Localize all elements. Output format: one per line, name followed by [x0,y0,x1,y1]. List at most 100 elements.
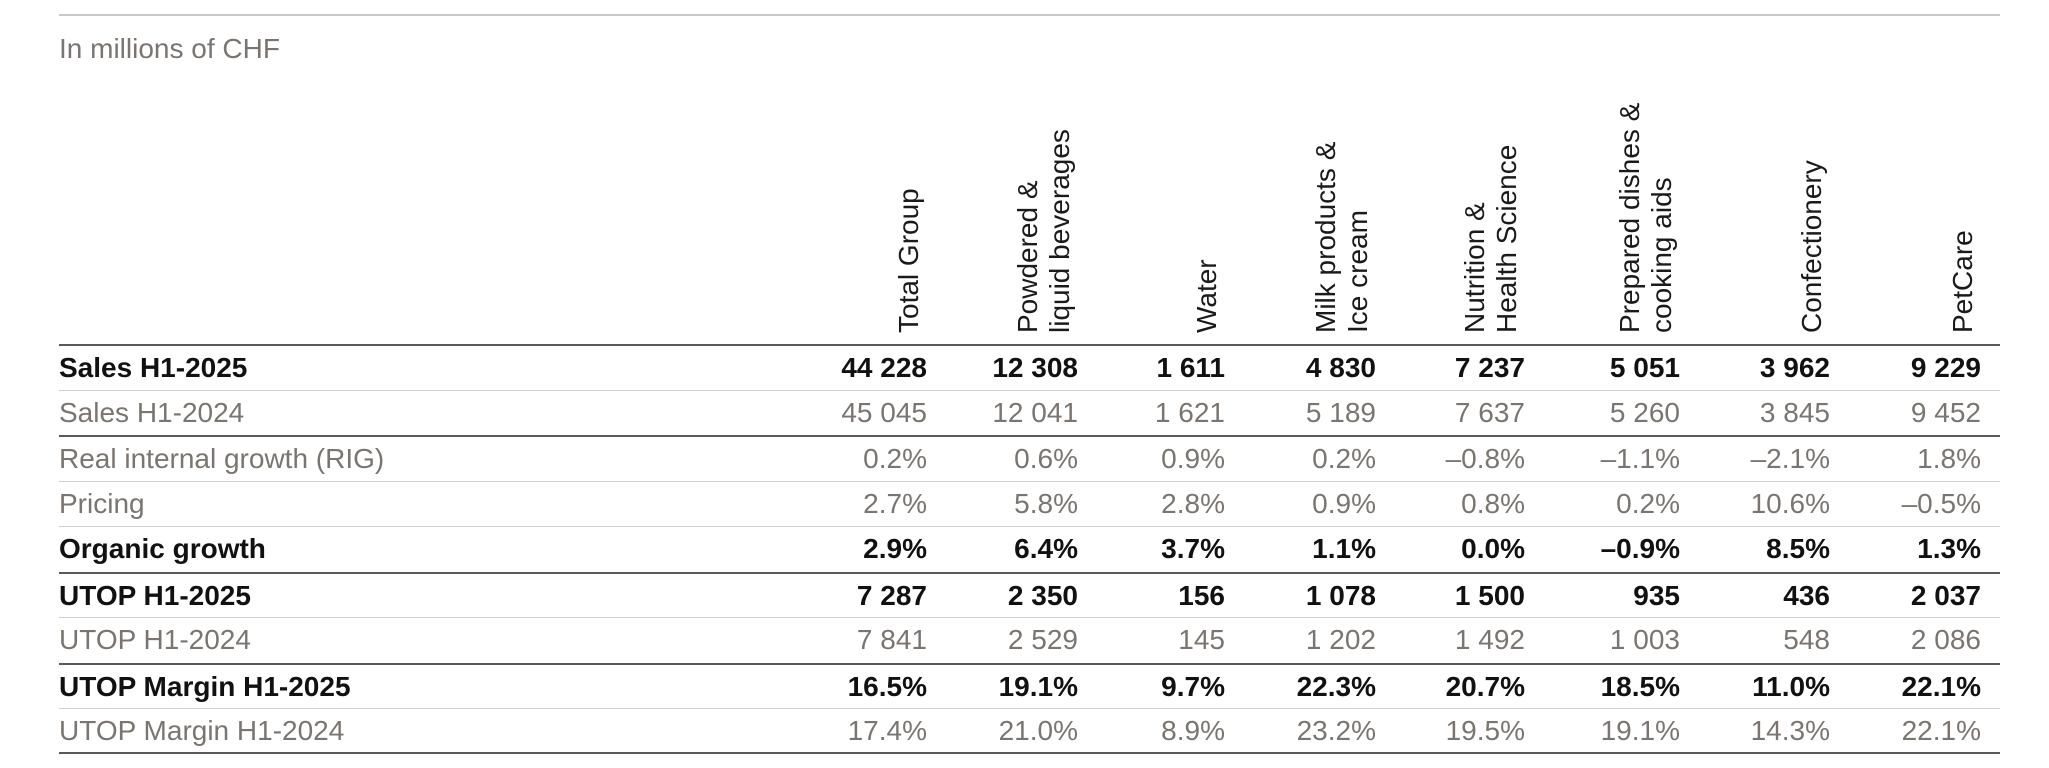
column-header-0-line-0: Total Group [893,188,924,333]
segment-table: Sales H1-2025 44 228 12 308 1 611 4 830 7 237… [59,344,2000,754]
table-cell: 9.7% [1161,670,1225,702]
table-cell: 2.7% [863,487,927,519]
table-cell: 5 260 [1609,396,1680,428]
row-label: Sales H1-2025 [59,352,248,383]
table-cell: 23.2% [1296,715,1376,746]
table-cell: 0.6% [1014,443,1078,474]
table-cell: 21.0% [998,715,1078,746]
table-cell: 0.9% [1312,487,1376,519]
table-cell: 2 086 [1910,624,1981,655]
table-cell: 7 637 [1454,396,1525,428]
row-label: UTOP Margin H1-2025 [59,670,351,702]
table-cell: 2 037 [1910,579,1981,611]
row-label: UTOP H1-2024 [59,624,251,655]
table-cell: 156 [1178,579,1225,611]
table-cell: 5 189 [1305,396,1376,428]
table-cell: 0.2% [1312,443,1376,474]
table-row: Organic growth 2.9% 6.4% 3.7% 1.1% 0.0% –0.9% 8… [59,526,2000,572]
table-cell: 17.4% [847,715,927,746]
table-cell: 9 452 [1910,396,1981,428]
table-cell: 3 962 [1759,352,1830,383]
table-cell: 0.0% [1461,533,1525,564]
table-cell: 22.3% [1296,670,1376,702]
column-header-2-line-0: Water [1191,259,1222,333]
table-cell: 1 078 [1305,579,1376,611]
table-cell: –0.5% [1901,487,1981,519]
table-cell: 22.1% [1901,715,1981,746]
table-cell: 2.8% [1161,487,1225,519]
table-cell: 7 287 [856,579,927,611]
table-cell: 5.8% [1014,487,1078,519]
table-cell: 1 492 [1454,624,1525,655]
table-cell: 4 830 [1305,352,1376,383]
table-cell: 1 003 [1609,624,1680,655]
row-label: Organic growth [59,533,266,564]
table-cell: 20.7% [1445,670,1525,702]
table-cell: 1 611 [1156,352,1225,383]
table-row: UTOP H1-2025 7 287 2 350 156 1 078 1 500 935 43… [59,571,2000,618]
column-header-3-line-0: Milk products & [1310,141,1341,333]
table-row: UTOP Margin H1-2024 17.4% 21.0% 8.9% 23.2% 19… [59,708,2000,754]
table-cell: 145 [1178,624,1225,655]
table-cell: 8.9% [1161,715,1225,746]
row-label: Sales H1-2024 [59,396,245,428]
column-header-7-line-0: PetCare [1947,230,1978,333]
column-header-5-line-1: cooking aids [1646,177,1677,333]
table-row: Real internal growth (RIG) 0.2% 0.6% 0.9% 0.… [59,435,2000,481]
table-cell: –2.1% [1750,443,1830,474]
table-cell: –1.1% [1600,443,1680,474]
table-cell: –0.9% [1600,533,1680,564]
table-cell: 14.3% [1750,715,1830,746]
top-divider [59,14,2000,16]
table-cell: 9 229 [1910,352,1981,383]
row-label: Pricing [59,487,145,519]
table-cell: 19.5% [1445,715,1525,746]
table-cell: 0.2% [1616,487,1680,519]
table-cell: 11.0% [1752,670,1830,702]
table-cell: 12 308 [992,352,1078,383]
row-label: UTOP H1-2025 [59,579,251,611]
table-cell: 1.8% [1917,443,1981,474]
unit-caption: In millions of CHF [59,33,280,64]
table-cell: 8.5% [1766,533,1830,564]
column-header-1-line-1: liquid beverages [1044,129,1075,333]
column-header-5-line-0: Prepared dishes & [1614,102,1645,333]
table-cell: 1.1% [1312,533,1376,564]
table-cell: 3.7% [1161,533,1225,564]
table-cell: 22.1% [1901,670,1981,702]
column-header-6-line-0: Confectionery [1796,160,1827,333]
column-header-4-line-0: Nutrition & [1459,202,1490,333]
table-cell: 2 529 [1007,624,1078,655]
table-cell: 1 621 [1154,396,1225,428]
table-row: Sales H1-2024 45 045 12 041 1 621 5 189 7 637… [59,389,2000,436]
table-cell: 12 041 [992,396,1078,428]
table-cell: 19.1% [998,670,1078,702]
table-cell: 7 237 [1454,352,1525,383]
table-cell: 16.5% [847,670,927,702]
table-cell: 0.8% [1461,487,1525,519]
table-cell: –0.8% [1445,443,1525,474]
table-cell: 3 845 [1759,396,1830,428]
column-header-3-line-1: Ice cream [1342,210,1373,333]
table-cell: 2.9% [863,533,927,564]
table-cell: 44 228 [841,352,927,383]
table-cell: 45 045 [841,396,927,428]
table-cell: 935 [1633,579,1680,611]
row-label: Real internal growth (RIG) [59,443,385,474]
table-cell: 10.6% [1750,487,1830,519]
table-cell: 1.3% [1917,533,1981,564]
table-row: Pricing 2.7% 5.8% 2.8% 0.9% 0.8% 0.2% 10.6% –0.5… [59,480,2000,527]
table-cell: 0.2% [863,443,927,474]
table-cell: 18.5% [1600,670,1680,702]
table-row: UTOP Margin H1-2025 16.5% 19.1% 9.7% 22.3% 20… [59,662,2000,709]
table-cell: 2 350 [1007,579,1078,611]
table-cell: 6.4% [1014,533,1078,564]
table-cell: 436 [1783,579,1830,611]
table-cell: 548 [1783,624,1830,655]
row-label: UTOP Margin H1-2024 [59,715,345,746]
table-cell: 7 841 [856,624,927,655]
column-header-4-line-1: Health Science [1491,144,1522,333]
table-cell: 1 202 [1305,624,1376,655]
table-cell: 0.9% [1161,443,1225,474]
